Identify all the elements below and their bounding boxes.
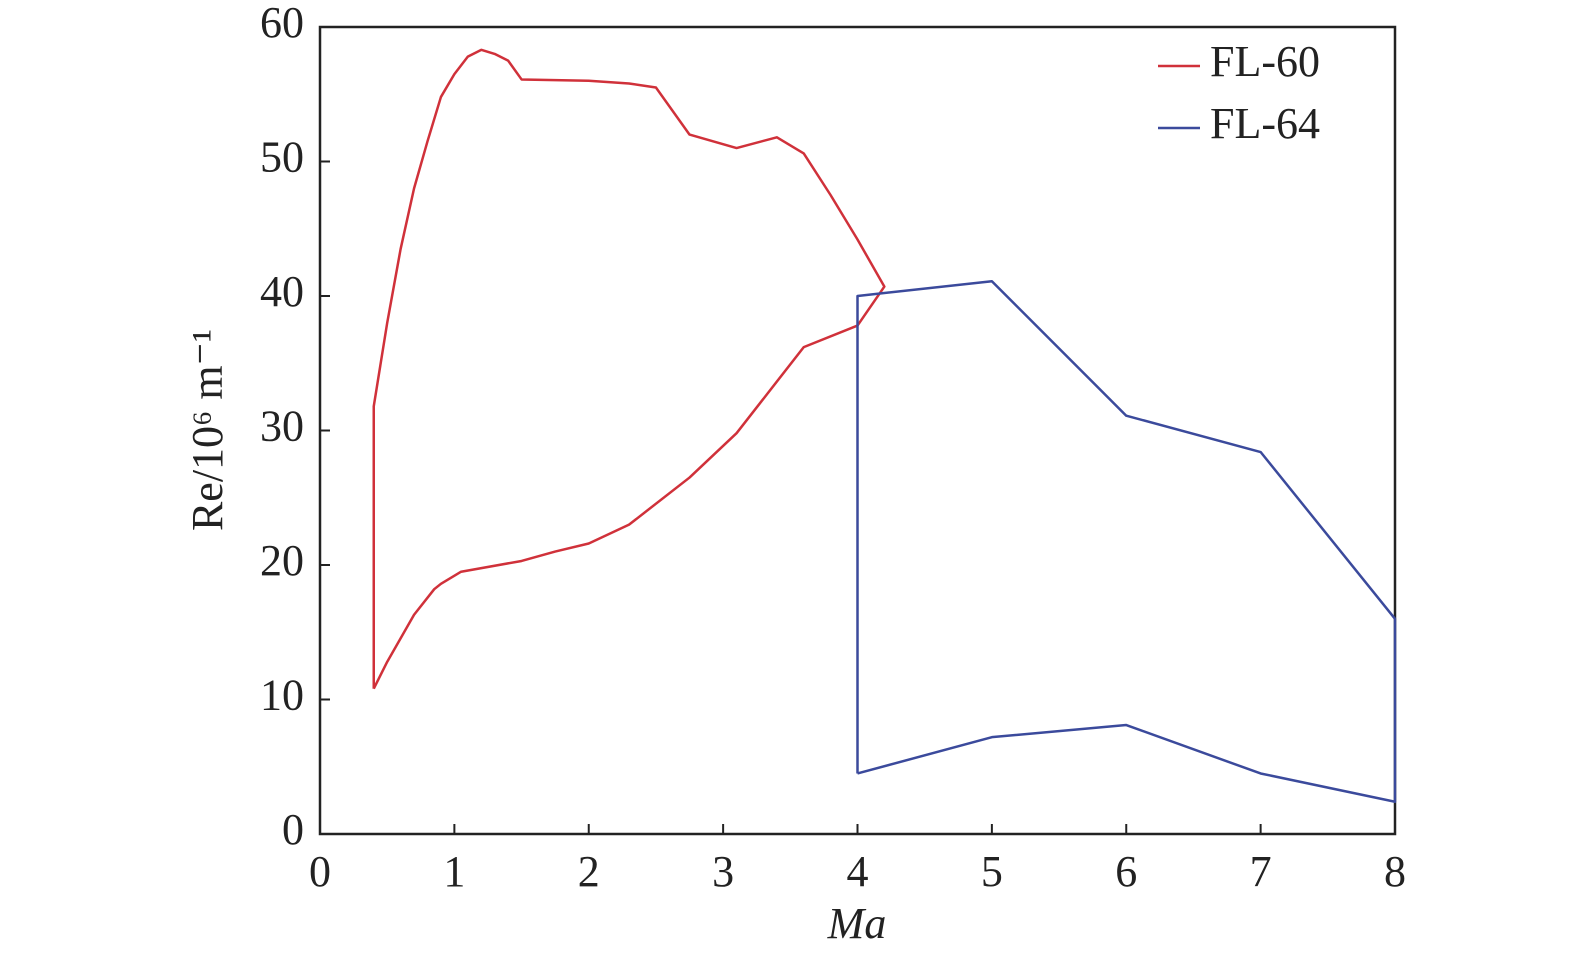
x-tick-label: 3 [712, 847, 734, 896]
series-line [856, 279, 1397, 803]
y-tick-label: 10 [260, 671, 304, 720]
y-axis-label: Re/10⁶ m⁻¹ [183, 329, 232, 531]
y-tick-label: 40 [260, 267, 304, 316]
legend-label: FL-64 [1210, 99, 1320, 148]
series-line [372, 48, 886, 690]
y-tick-label: 50 [260, 133, 304, 182]
y-tick-label: 60 [260, 0, 304, 47]
legend-label: FL-60 [1210, 37, 1320, 86]
y-tick-label: 30 [260, 402, 304, 451]
x-tick-label: 7 [1250, 847, 1272, 896]
x-tick-label: 6 [1115, 847, 1137, 896]
x-tick-label: 5 [981, 847, 1003, 896]
x-axis-label: Ma [827, 899, 887, 948]
x-tick-label: 1 [443, 847, 465, 896]
y-tick-label: 20 [260, 536, 304, 585]
y-tick-label: 0 [282, 805, 304, 854]
x-tick-label: 0 [309, 847, 331, 896]
x-tick-label: 4 [847, 847, 869, 896]
x-tick-label: 2 [578, 847, 600, 896]
x-tick-label: 8 [1384, 847, 1406, 896]
